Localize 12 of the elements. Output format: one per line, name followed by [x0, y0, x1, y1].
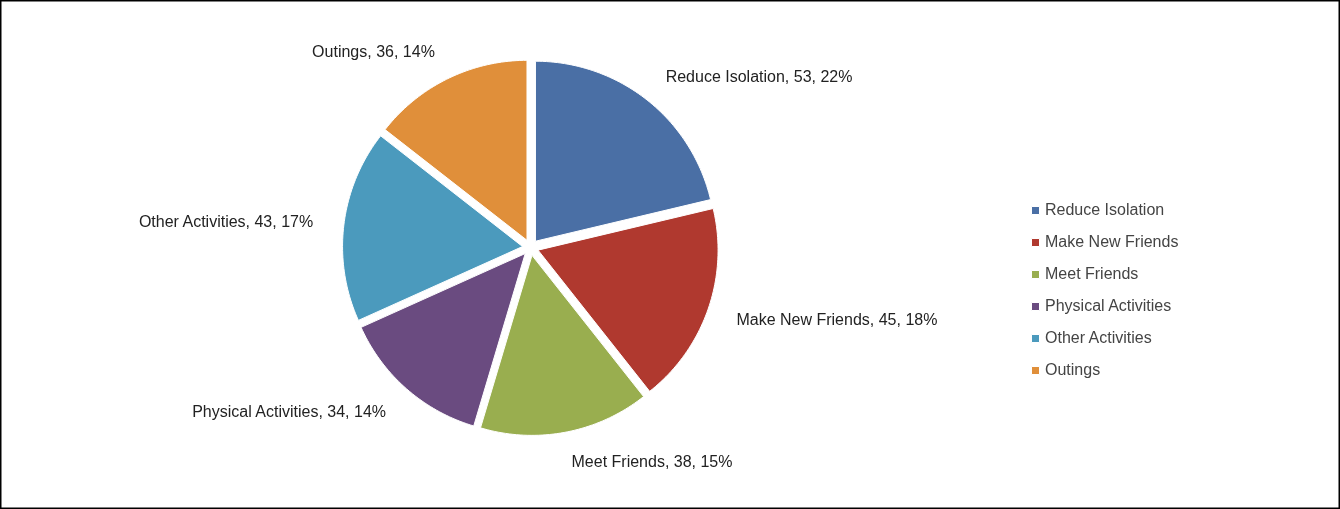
- legend-label: Outings: [1045, 361, 1101, 379]
- data-label: Reduce Isolation, 53, 22%: [665, 67, 853, 85]
- data-label: Make New Friends, 45, 18%: [736, 310, 938, 328]
- data-label: Meet Friends, 38, 15%: [571, 453, 733, 471]
- legend-label: Physical Activities: [1045, 297, 1172, 315]
- legend-label: Make New Friends: [1045, 233, 1179, 251]
- legend-label: Other Activities: [1045, 329, 1152, 347]
- data-label: Outings, 36, 14%: [312, 43, 435, 61]
- legend-label: Reduce Isolation: [1045, 201, 1165, 219]
- data-label: Physical Activities, 34, 14%: [192, 403, 387, 421]
- data-label: Other Activities, 43, 17%: [138, 212, 314, 230]
- legend-label: Meet Friends: [1045, 265, 1139, 283]
